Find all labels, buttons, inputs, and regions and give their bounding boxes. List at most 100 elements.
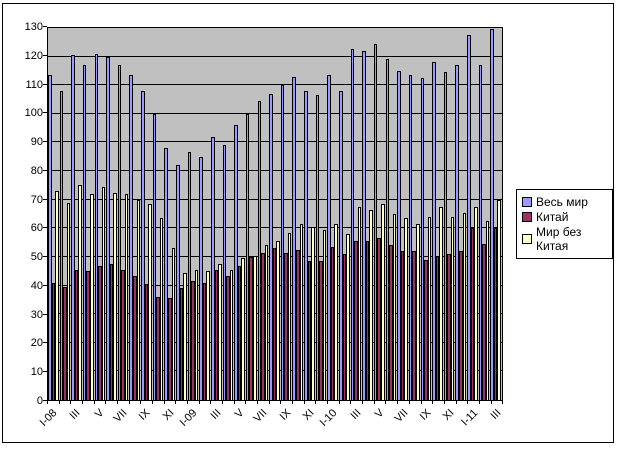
y-tick-label: 30: [30, 308, 43, 321]
legend-swatch-china-icon: [522, 212, 532, 222]
x-tick-mark: [188, 401, 200, 404]
chart-frame: 0 10 20 30 40 50 60 70 80 90 100 110 120 130 I-08 III V…: [2, 3, 614, 443]
bar-world: [385, 59, 390, 400]
legend-label-china: Китай: [536, 210, 569, 224]
bar-china: [435, 255, 440, 400]
y-tick-mark: [43, 400, 47, 401]
bar-world: [478, 65, 483, 400]
bar-world: [315, 95, 320, 400]
legend-item-world-ex-china: Мир без Китая: [522, 225, 609, 253]
bar-world: [443, 72, 448, 400]
y-tick-mark: [43, 198, 47, 200]
bar-world-ex-china: [462, 212, 467, 400]
bar-china: [63, 286, 67, 400]
bar-china: [365, 241, 370, 400]
x-tick-mark: [316, 401, 329, 404]
bar-group: [420, 28, 433, 400]
y-tick-mark: [43, 342, 47, 344]
y-tick-mark: [43, 169, 47, 171]
bar-china: [179, 288, 184, 400]
bar-world: [467, 35, 471, 400]
bar-world-ex-china: [229, 269, 234, 400]
x-tick-mark: [457, 401, 469, 404]
bar-china: [284, 252, 288, 400]
x-tick-mark: [118, 401, 130, 404]
y-tick-label: 120: [24, 49, 43, 62]
bar-world: [141, 90, 145, 400]
x-tick-mark: [176, 401, 189, 404]
bar-world: [164, 148, 168, 400]
bar-world: [362, 50, 366, 400]
bar-world-ex-china: [450, 216, 455, 400]
x-tick-mark: [305, 401, 317, 404]
bar-world: [48, 75, 52, 400]
x-tick-mark: [165, 401, 177, 404]
gridline: [48, 227, 502, 229]
y-tick-label: 90: [30, 136, 43, 149]
x-tick-mark: [71, 401, 84, 404]
bar-china: [167, 298, 172, 400]
bar-world-ex-china: [404, 218, 408, 400]
y-tick-mark: [43, 227, 47, 229]
bar-world: [350, 49, 355, 400]
bar-world-ex-china: [66, 202, 71, 400]
x-tick-mark: [95, 401, 107, 404]
y-tick-label: 80: [30, 164, 43, 177]
bar-group: [59, 28, 72, 400]
bar-group: [467, 28, 479, 400]
gridline: [48, 141, 502, 143]
plot-area: [47, 27, 503, 401]
x-tick-mark: [410, 401, 422, 404]
bar-world: [304, 90, 308, 400]
y-tick-label: 0: [36, 395, 43, 407]
bar-group: [141, 28, 153, 400]
y-tick-label: 50: [30, 251, 43, 264]
bar-group: [280, 28, 293, 400]
legend-label-world-ex-china: Мир без Китая: [536, 225, 582, 253]
bar-world-ex-china: [392, 214, 397, 400]
x-tick-mark: [293, 401, 305, 404]
bar-world: [397, 70, 401, 400]
x-tick-mark: [153, 401, 165, 404]
bar-china: [400, 251, 405, 400]
bar-world: [234, 125, 238, 400]
bar-china: [121, 269, 125, 400]
bar-group: [373, 28, 386, 400]
bar-world-ex-china: [357, 206, 362, 400]
bar-group: [129, 28, 141, 400]
bar-group: [362, 28, 374, 400]
bar-china: [191, 281, 195, 400]
bar-world: [199, 156, 203, 400]
bar-world-ex-china: [113, 192, 117, 400]
bar-world-ex-china: [183, 272, 187, 400]
bar-china: [237, 265, 242, 400]
bar-world: [408, 75, 413, 400]
bar-world-ex-china: [287, 232, 292, 400]
x-tick-mark: [375, 401, 387, 404]
y-tick-label: 10: [30, 366, 43, 379]
bar-world-ex-china: [206, 271, 210, 400]
y-tick-label: 60: [30, 222, 43, 235]
x-tick-mark: [60, 401, 72, 404]
bar-group: [176, 28, 188, 400]
y-tick-mark: [43, 256, 47, 258]
legend-label-world: Весь мир: [536, 195, 588, 209]
bar-china: [86, 271, 91, 400]
bar-world-ex-china: [241, 258, 245, 400]
bar-group: [117, 28, 130, 400]
bar-group: [234, 28, 246, 400]
bar-group: [304, 28, 316, 400]
bar-world-ex-china: [381, 204, 385, 400]
bar-group: [245, 28, 258, 400]
x-tick-mark: [445, 401, 457, 404]
bar-world: [117, 65, 122, 400]
bar-world: [129, 75, 134, 400]
x-tick-mark: [340, 401, 352, 404]
y-tick-mark: [43, 141, 47, 143]
bar-world-ex-china: [124, 193, 129, 400]
x-tick-mark: [200, 401, 212, 404]
bar-group: [199, 28, 211, 400]
bar-china: [144, 284, 149, 400]
bars-layer: [48, 28, 502, 400]
bar-group: [327, 28, 339, 400]
